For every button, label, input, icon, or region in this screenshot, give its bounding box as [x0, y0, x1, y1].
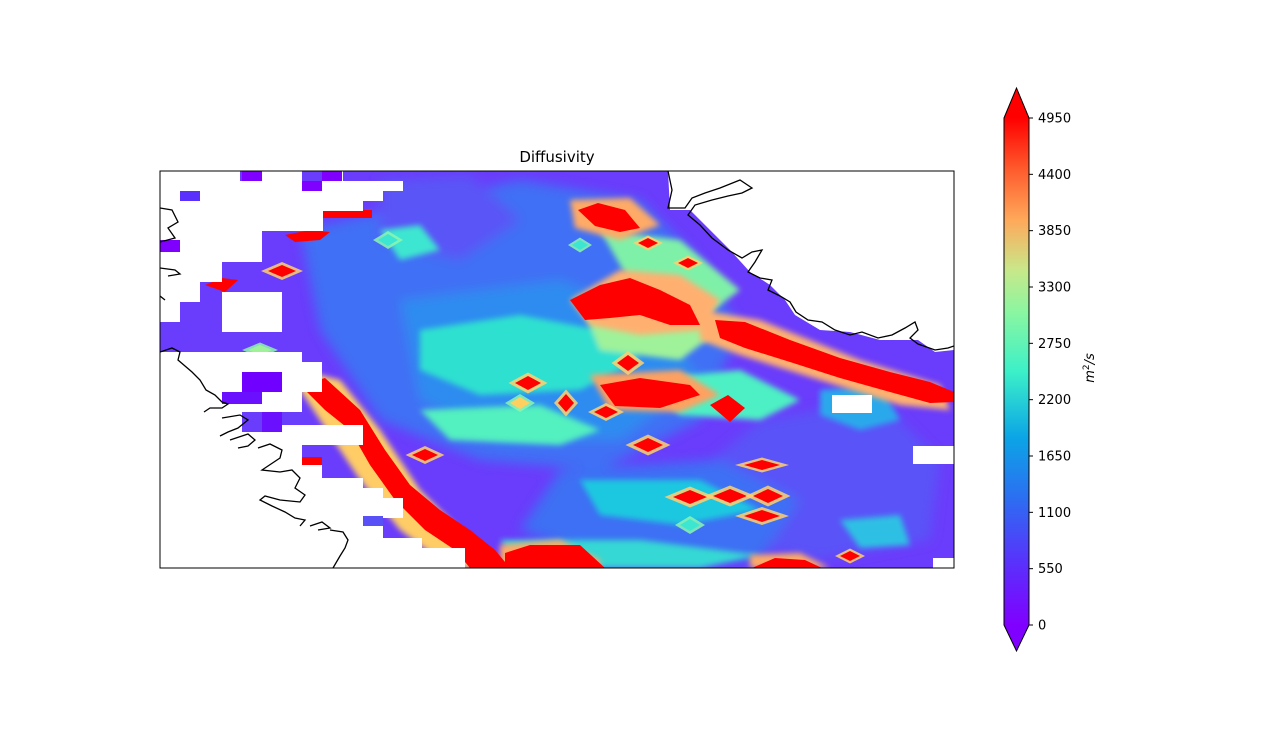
colorbar-tick-label: 1100	[1038, 506, 1071, 521]
colorbar-tick-label: 550	[1038, 562, 1063, 577]
northern-jet	[570, 278, 700, 325]
map-panel: Diffusivity	[159, 148, 955, 569]
colorbar-tick-label: 4950	[1038, 112, 1071, 127]
colorbar-tick-label: 2200	[1038, 393, 1071, 408]
colorbar-extend-min	[1004, 625, 1029, 651]
diffusivity-field	[160, 171, 954, 568]
colorbar-tick-label: 0	[1038, 619, 1046, 634]
colorbar-ticks: 0 550 1100 1650 2200 2750 3300 3850 4400 4950	[1029, 112, 1071, 634]
map-frame	[159, 170, 955, 569]
central-hotspot-1	[600, 378, 700, 408]
hotspot-16	[378, 234, 398, 246]
hotspot-1	[515, 376, 541, 390]
land-left	[160, 171, 403, 322]
bottom-right-blob	[752, 558, 822, 568]
chart-title: Diffusivity	[519, 148, 594, 166]
colorbar-gradient	[1004, 118, 1029, 625]
colorbar: 0 550 1100 1650 2200 2750 3300 3850 4400 4950 m2/…	[1003, 86, 1098, 653]
hotspot-12	[840, 551, 860, 561]
northern-blob	[578, 203, 640, 232]
colorbar-tick-label: 3850	[1038, 224, 1071, 239]
colorbar-tick-label: 1650	[1038, 450, 1071, 465]
colorbar-tick-label: 3300	[1038, 281, 1071, 296]
hotspot-11	[744, 460, 780, 470]
hotspot-17	[510, 397, 530, 409]
bottom-left-blob	[505, 545, 605, 568]
small-left-red	[302, 457, 322, 467]
top-left-streak	[285, 230, 330, 242]
hotspot-3	[594, 406, 618, 418]
left-streak	[205, 278, 238, 292]
hotspot-markers	[242, 231, 865, 564]
colorbar-tick-label: 4400	[1038, 168, 1071, 183]
land-mask	[160, 171, 954, 568]
hotspot-7	[673, 490, 707, 504]
hotspot-9	[753, 489, 783, 503]
hotspot-2	[558, 394, 574, 412]
central-hotspot-2	[710, 395, 745, 422]
hotspot-14	[678, 258, 698, 268]
hotspot-4	[617, 355, 639, 371]
hotspot-6	[412, 449, 438, 461]
hotspot-8	[713, 489, 747, 503]
hotspot-5	[633, 438, 663, 452]
hotspot-10	[744, 510, 780, 522]
hotspot-13	[638, 238, 658, 248]
colorbar-label: m2/s	[1082, 353, 1098, 383]
land-upper-right	[668, 171, 954, 352]
colorbar-extend-max	[1004, 88, 1029, 118]
coastline	[160, 171, 954, 568]
colorbar-tick-label: 2750	[1038, 337, 1071, 352]
hotspot-18	[680, 519, 700, 531]
hotspot-19	[572, 240, 588, 250]
top-red-strip	[322, 210, 372, 218]
eastern-jet	[715, 320, 954, 403]
hotspot-0	[268, 265, 296, 277]
